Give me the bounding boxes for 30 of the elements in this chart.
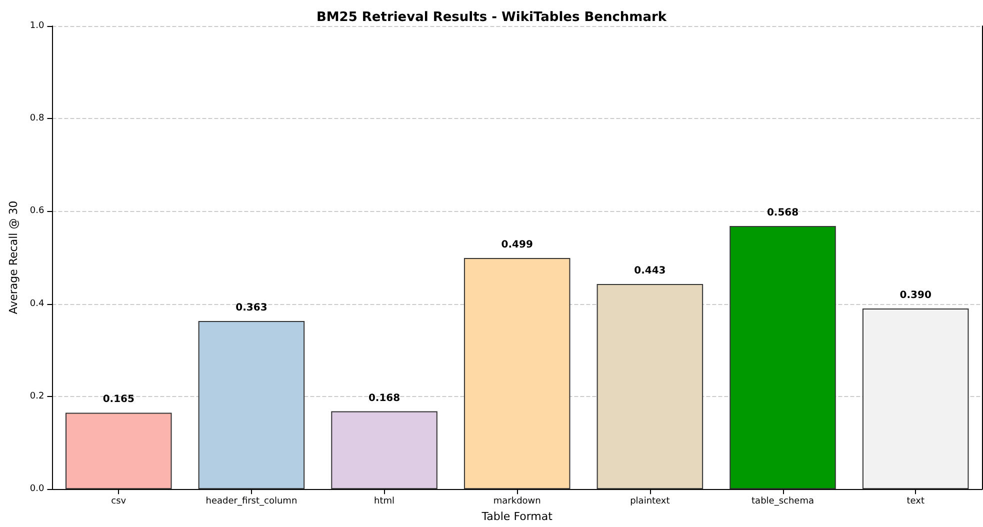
data-label: 0.165 xyxy=(102,394,134,406)
bar xyxy=(862,308,969,490)
chart-title: BM25 Retrieval Results - WikiTables Benchmark xyxy=(316,10,667,25)
y-tick-label: 0.8 xyxy=(30,114,44,124)
y-tick-label: 0.0 xyxy=(30,484,44,494)
x-tick-label: plaintext xyxy=(630,496,670,507)
x-tick-label: header_first_column xyxy=(206,496,298,507)
bar xyxy=(730,226,836,490)
y-tick-label: 0.6 xyxy=(30,206,44,216)
data-label: 0.168 xyxy=(368,392,400,404)
y-tick-label: 1.0 xyxy=(30,21,44,31)
data-label: 0.499 xyxy=(501,240,533,251)
bar xyxy=(198,320,305,490)
x-axis-title: Table Format xyxy=(480,510,554,523)
data-label: 0.363 xyxy=(236,302,268,314)
y-tick-label: 0.4 xyxy=(30,298,44,309)
bar xyxy=(596,284,704,490)
data-label: 0.390 xyxy=(900,290,932,301)
y-axis-title: Average Recall @ 30 xyxy=(7,200,20,314)
data-label: 0.443 xyxy=(634,265,666,276)
x-tick-label: text xyxy=(906,496,925,507)
bar xyxy=(331,411,438,490)
bar xyxy=(65,412,172,490)
x-tick-label: table_schema xyxy=(752,496,814,507)
bar xyxy=(464,258,570,490)
x-tick-label: csv xyxy=(111,496,127,507)
data-label: 0.568 xyxy=(766,208,799,219)
x-tick-label: html xyxy=(374,496,395,507)
x-tick-label: markdown xyxy=(493,496,541,507)
y-tick-label: 0.2 xyxy=(30,391,44,402)
